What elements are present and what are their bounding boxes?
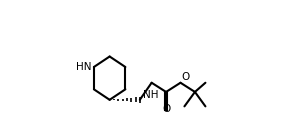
Text: NH: NH (142, 90, 158, 100)
Text: O: O (181, 72, 190, 82)
Text: O: O (162, 104, 170, 114)
Text: HN: HN (76, 62, 91, 72)
